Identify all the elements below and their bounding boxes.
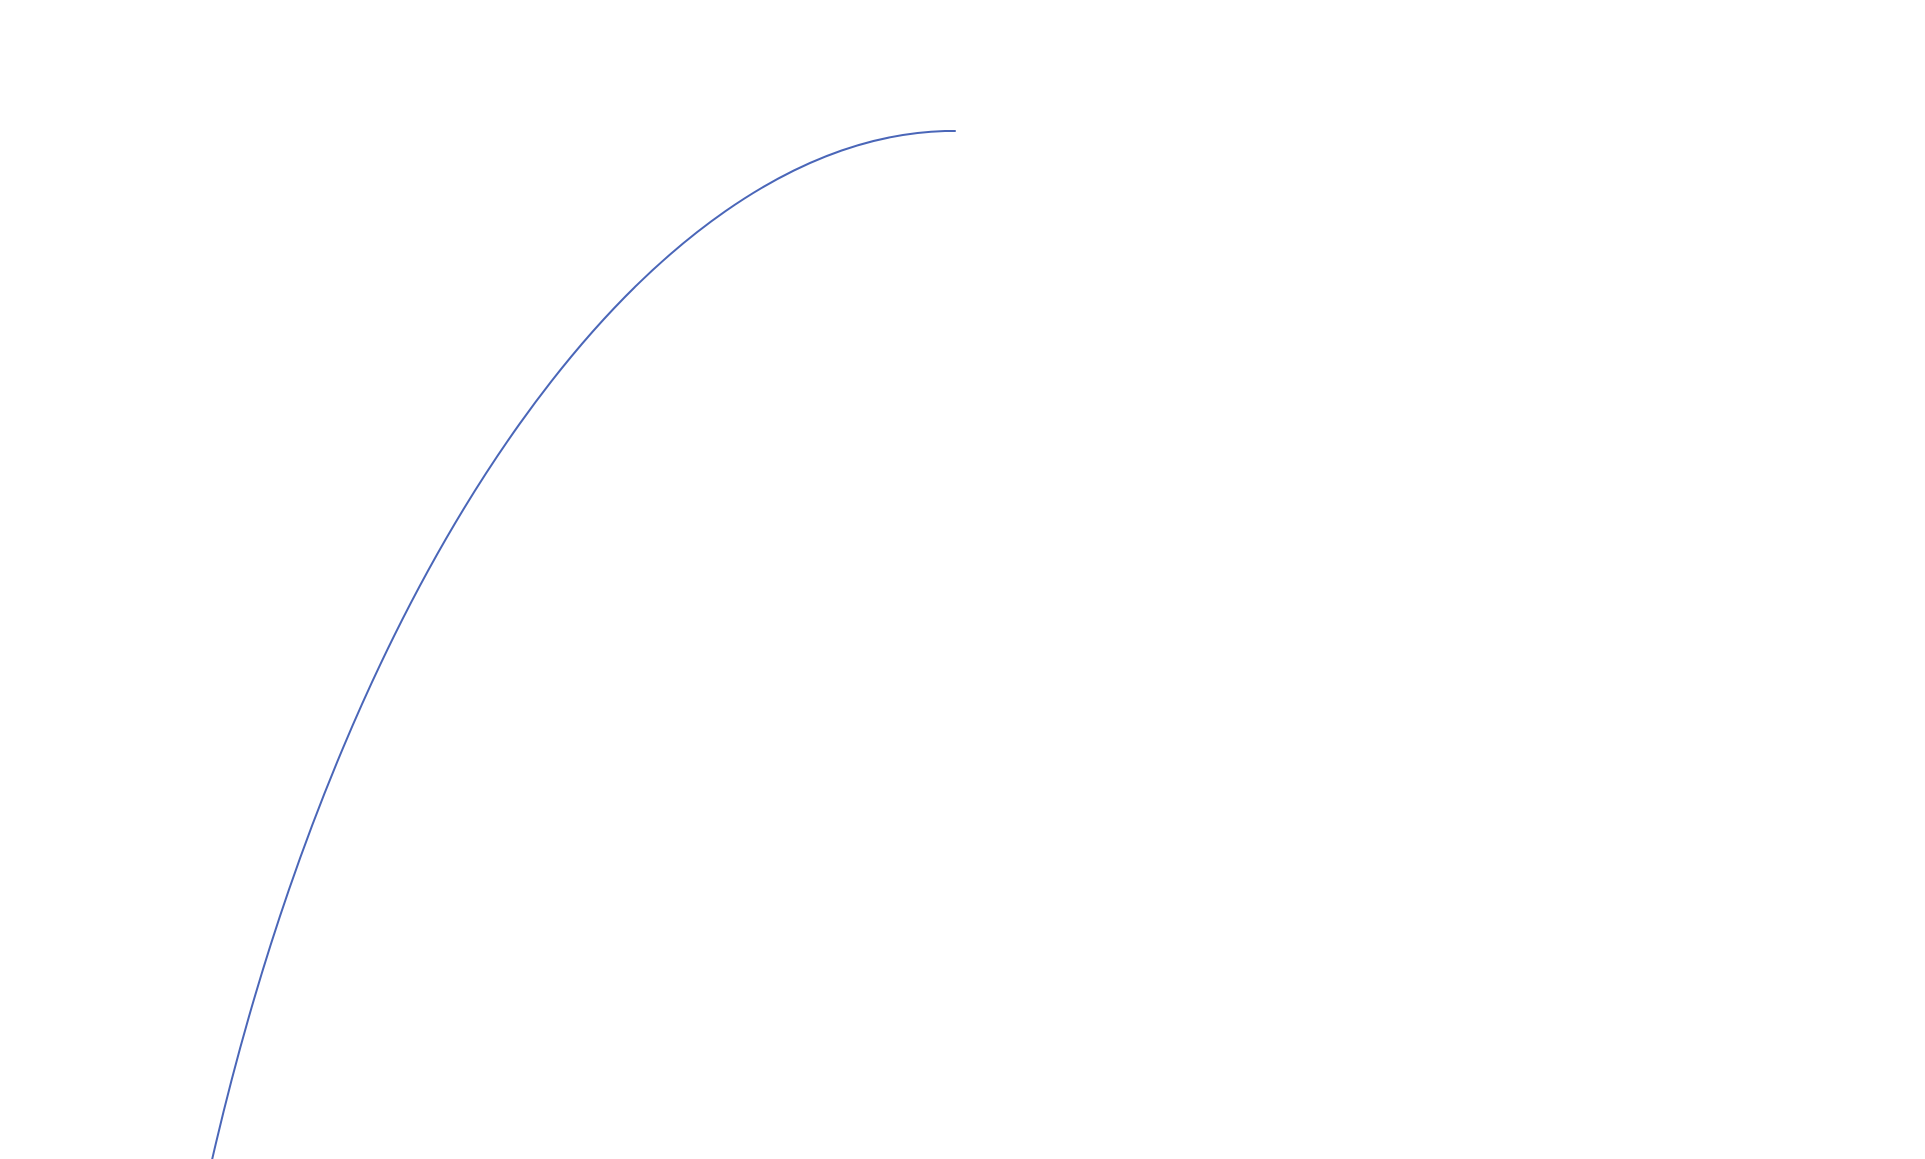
series-line bbox=[211, 130, 956, 1159]
